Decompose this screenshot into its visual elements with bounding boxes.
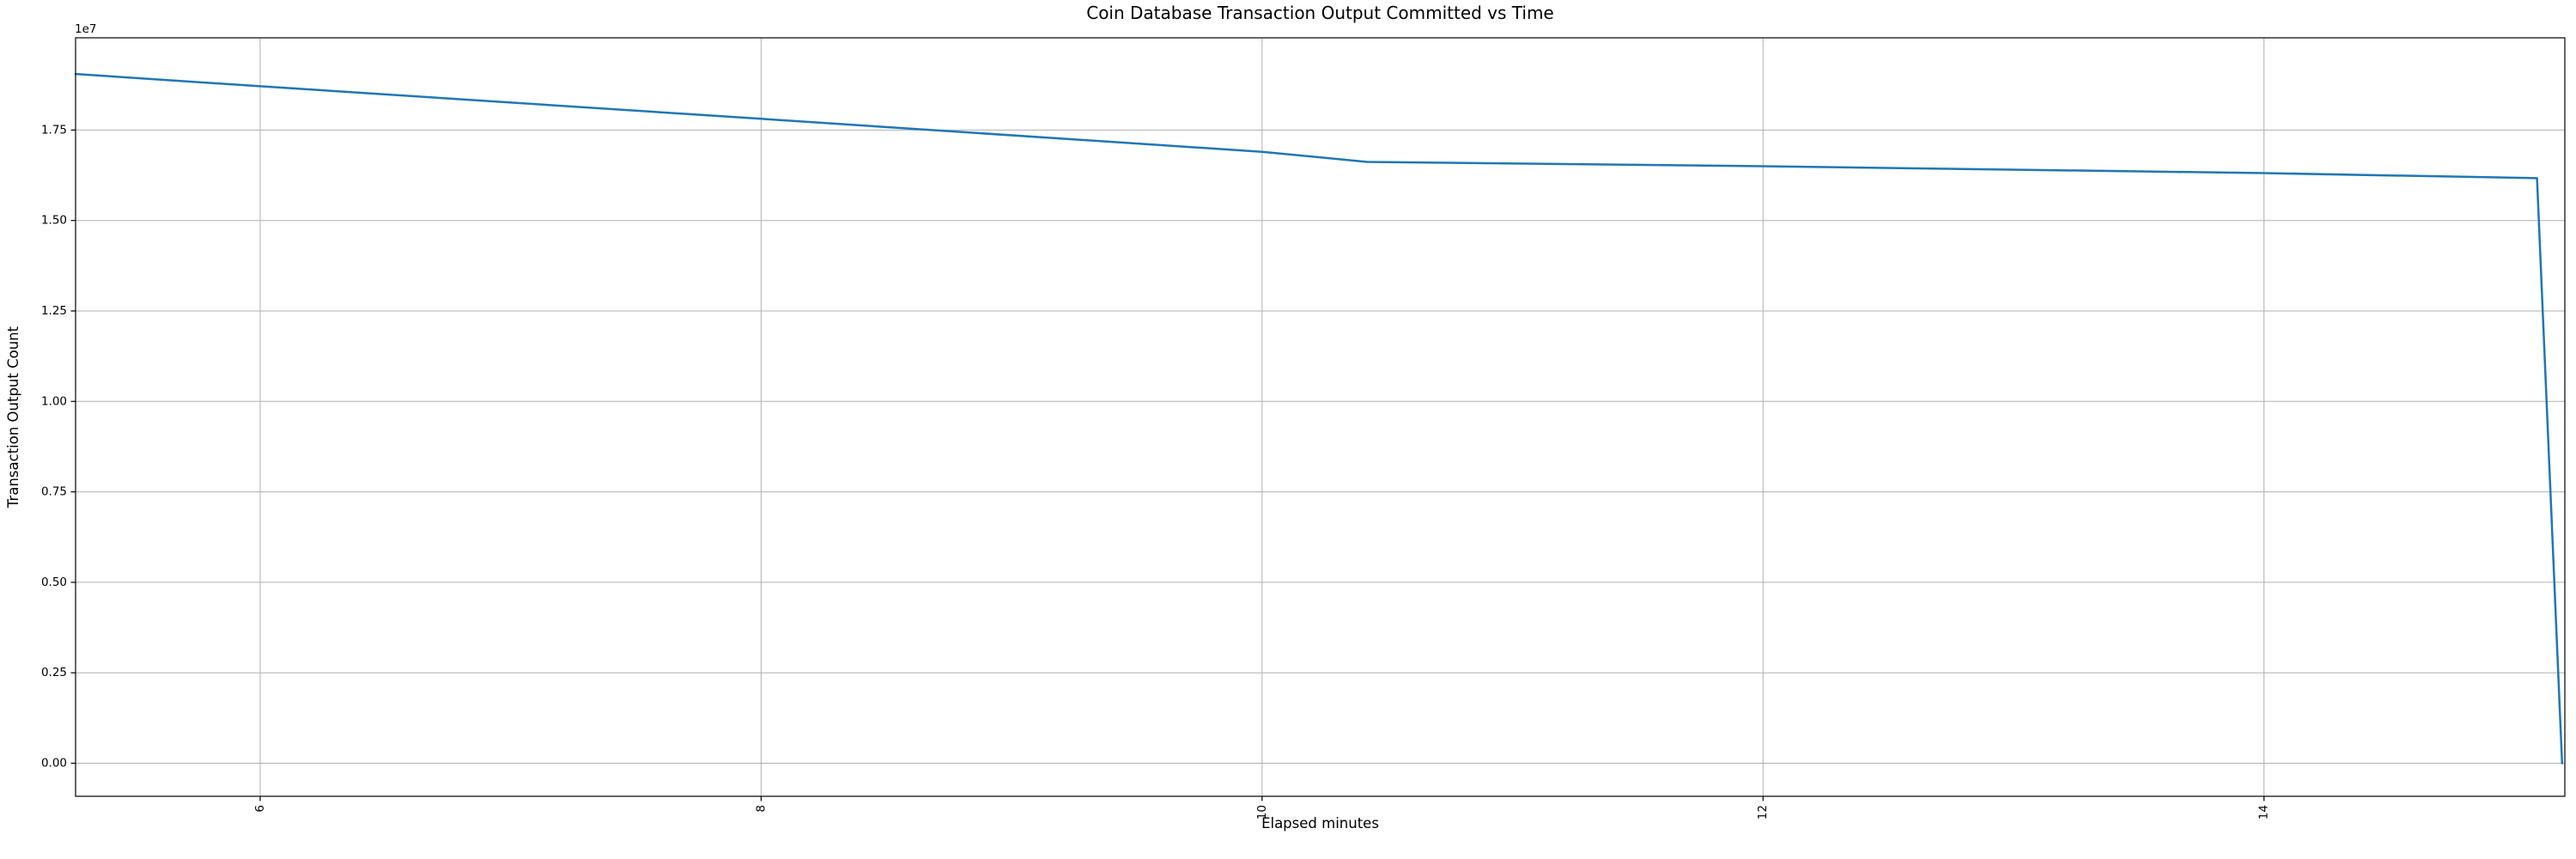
axis-ticks: 6 8 10 12 14 0.00 0.25 0.50 0.75 1.00 1.25 1.50 1.75	[41, 123, 2271, 819]
x-tick-label: 6	[253, 805, 267, 813]
data-series-layer	[74, 72, 2564, 765]
y-tick-label: 1.25	[41, 304, 67, 318]
y-tick-label: 0.00	[41, 757, 67, 771]
plot-border	[75, 37, 2566, 797]
gridlines	[76, 38, 2565, 796]
x-tick-label: 8	[754, 805, 768, 813]
data-line-transaction_output_count	[74, 72, 2564, 765]
y-tick-label: 0.50	[41, 576, 67, 589]
x-tick-label: 14	[2257, 805, 2271, 819]
y-tick-label: 1.00	[41, 394, 67, 408]
y-tick-label: 1.75	[41, 123, 67, 137]
y-tick-label: 0.75	[41, 485, 67, 499]
chart-title: Coin Database Transaction Output Committ…	[1086, 3, 1554, 23]
x-tick-label: 10	[1255, 805, 1269, 819]
y-axis-label: Transaction Output Count	[5, 326, 21, 509]
y-offset-factor-label: 1e7	[75, 22, 96, 36]
y-tick-label: 1.50	[41, 214, 67, 228]
x-axis-label: Elapsed minutes	[1261, 815, 1379, 832]
x-tick-label: 12	[1756, 805, 1770, 819]
y-tick-label: 0.25	[41, 666, 67, 679]
